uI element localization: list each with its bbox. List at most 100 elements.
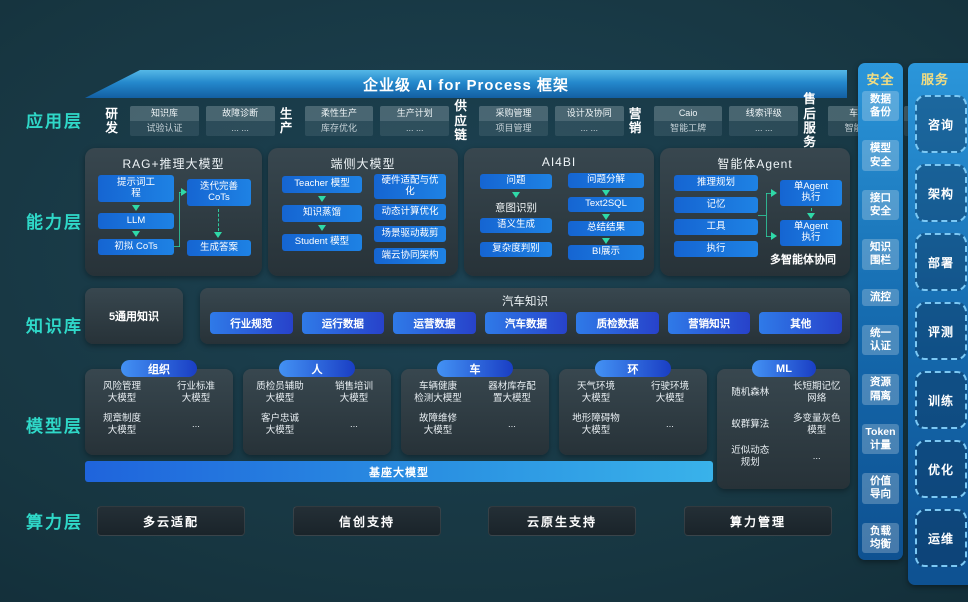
chip-top-label: 线索评级 (729, 106, 799, 121)
service-item: 架构 (915, 164, 967, 222)
node-knowledge-distillation: 知识蒸馏 (282, 205, 362, 222)
node-single-agent-execution-1: 单Agent 执行 (780, 180, 842, 206)
knowledge-pill: 运行数据 (301, 312, 385, 334)
chip-bottom-label: ... ... (554, 121, 624, 136)
app-chip: 设计及协同 ... ... (554, 106, 624, 136)
security-item: 数据 备份 (862, 91, 899, 122)
arrow-down-icon (602, 190, 610, 196)
cap-box-agent: 智能体Agent 推理规划 记忆 工具 执行 单Agent 执行 单Agent … (660, 148, 850, 276)
model-group-cells: 质检员辅助 大模型 销售培训 大模型 客户忠诚 大模型 ... (243, 381, 391, 437)
cap-box-ai4bi: AI4BI 问题 意图识别 语义生成 复杂度判别 问题分解 Text2SQL 总… (464, 148, 654, 276)
node-question: 问题 (480, 174, 552, 189)
layer-label-capability: 能力层 (26, 213, 83, 232)
chip-bottom-label: 试验认证 (130, 121, 199, 136)
connector-line (766, 193, 772, 194)
model-group-tag-ml: ML (752, 360, 816, 377)
model-cell: 故障维修 大模型 (418, 413, 457, 436)
chip-top-label: 设计及协同 (554, 106, 624, 121)
app-group-label: 售后 服务 (803, 92, 816, 150)
service-item: 咨询 (915, 95, 967, 153)
app-chip: 柔性生产 库存优化 (304, 106, 374, 136)
node-scene-driven-pruning: 场景驱动裁剪 (374, 226, 446, 242)
general-knowledge-label: 5通用知识 (108, 311, 160, 323)
security-rail-header: 安全 (866, 72, 895, 87)
arrow-down-icon (602, 238, 610, 244)
model-cell: ... (666, 419, 674, 431)
model-group-box-ml (717, 369, 850, 489)
node-single-agent-execution-2: 单Agent 执行 (780, 220, 842, 246)
connector-line (766, 193, 767, 237)
chip-bottom-label: 智能工牌 (653, 121, 723, 136)
knowledge-pill: 其他 (759, 312, 843, 334)
knowledge-pill: 汽车数据 (484, 312, 568, 334)
security-item: 模型 安全 (862, 140, 899, 171)
model-cell: ... (812, 451, 821, 463)
cap-box-title: 端侧大模型 (330, 157, 396, 171)
node-cloud-edge-architecture: 端云协同架构 (374, 248, 446, 264)
cap-box-rag: RAG+推理大模型 提示词工 程 LLM 初拟 CoTs 迭代完善 CoTs 生… (85, 148, 262, 276)
service-item: 运维 (915, 509, 967, 567)
app-chip: 故障诊断 ... ... (205, 106, 275, 136)
knowledge-pill: 质检数据 (576, 312, 659, 334)
chip-bottom-label: 项目管理 (479, 121, 548, 136)
layer-label-knowledge: 知识库 (26, 317, 83, 336)
model-cell: 器材库存配 置大模型 (488, 381, 536, 404)
security-items: 数据 备份 模型 安全 接口 安全 知识 围栏 流控 统一 认证 资源 隔离 T… (862, 91, 899, 553)
model-cell: 天气环境 大模型 (576, 381, 615, 404)
node-llm: LLM (98, 213, 174, 229)
security-item: 价值 导向 (862, 473, 899, 504)
app-chip: 采购管理 项目管理 (479, 106, 548, 136)
service-item: 评测 (915, 302, 967, 360)
app-group-label: 生产 (279, 106, 293, 135)
model-cell: 随机森林 (731, 387, 770, 399)
service-item: 优化 (915, 440, 967, 498)
model-group-box-org (85, 369, 233, 455)
model-cell: 行业标准 大模型 (176, 381, 215, 404)
title-banner: 企业级 AI for Process 框架 (85, 70, 847, 98)
security-item: 接口 安全 (862, 189, 899, 221)
cap-box-title: 智能体Agent (717, 157, 793, 171)
model-group-tag-org: 组织 (121, 360, 197, 377)
arrow-down-icon (318, 196, 326, 202)
compute-box-management: 算力管理 (684, 506, 832, 536)
connector-line (766, 236, 772, 237)
chip-top-label: Caio (653, 106, 723, 121)
model-cell: ... (508, 419, 516, 431)
app-chip: 知识库 试验认证 (130, 106, 199, 136)
compute-box-xinchuang: 信创支持 (293, 506, 441, 536)
model-cell: 长短期记忆 网络 (792, 381, 841, 404)
chip-top-label: 柔性生产 (304, 106, 374, 121)
cap-box-title: AI4BI (541, 155, 577, 169)
model-cell: 客户忠诚 大模型 (260, 413, 299, 436)
knowledge-pill: 运营数据 (393, 312, 476, 334)
model-cell: 多变量灰色 模型 (792, 413, 841, 436)
compute-box-cloudnative: 云原生支持 (488, 506, 636, 536)
arrow-down-icon (807, 213, 815, 219)
node-dynamic-compute-optimization: 动态计算优化 (374, 204, 446, 220)
connector-dashed-line (218, 209, 219, 231)
chip-bottom-label: ... ... (729, 121, 799, 136)
model-cell: 销售培训 大模型 (334, 381, 373, 404)
connector-line (179, 192, 180, 247)
arrow-down-icon (214, 232, 222, 238)
node-prompt-engineering: 提示词工 程 (98, 175, 174, 202)
model-group-cells: 随机森林 长短期记忆 网络 蚁群算法 多变量灰色 模型 近似动态 规划 ... (717, 381, 850, 469)
app-chip: 生产计划 ... ... (380, 106, 450, 136)
node-summarize-results: 总结结果 (568, 221, 644, 236)
chip-bottom-label: 库存优化 (304, 121, 374, 136)
model-group-box-people (243, 369, 391, 455)
model-cell: 规章制度 大模型 (102, 413, 141, 436)
page-title: 企业级 AI for Process 框架 (362, 76, 570, 94)
app-group-label: 营销 (628, 106, 642, 135)
model-cell: ... (192, 419, 200, 431)
node-tools: 工具 (674, 219, 758, 235)
model-group-box-vehicle (401, 369, 549, 455)
node-student-model: Student 模型 (282, 234, 362, 251)
node-hardware-optimization: 硬件适配与优 化 (374, 174, 446, 199)
multi-agent-caption: 多智能体协同 (770, 254, 836, 266)
arrow-right-icon (771, 232, 777, 240)
chip-bottom-label: ... ... (380, 121, 450, 136)
app-group-marketing: 营销 Caio 智能工牌 线索评级 ... ... (624, 106, 799, 136)
chip-bottom-label: ... ... (205, 121, 275, 136)
cap-box-title: RAG+推理大模型 (122, 157, 225, 171)
